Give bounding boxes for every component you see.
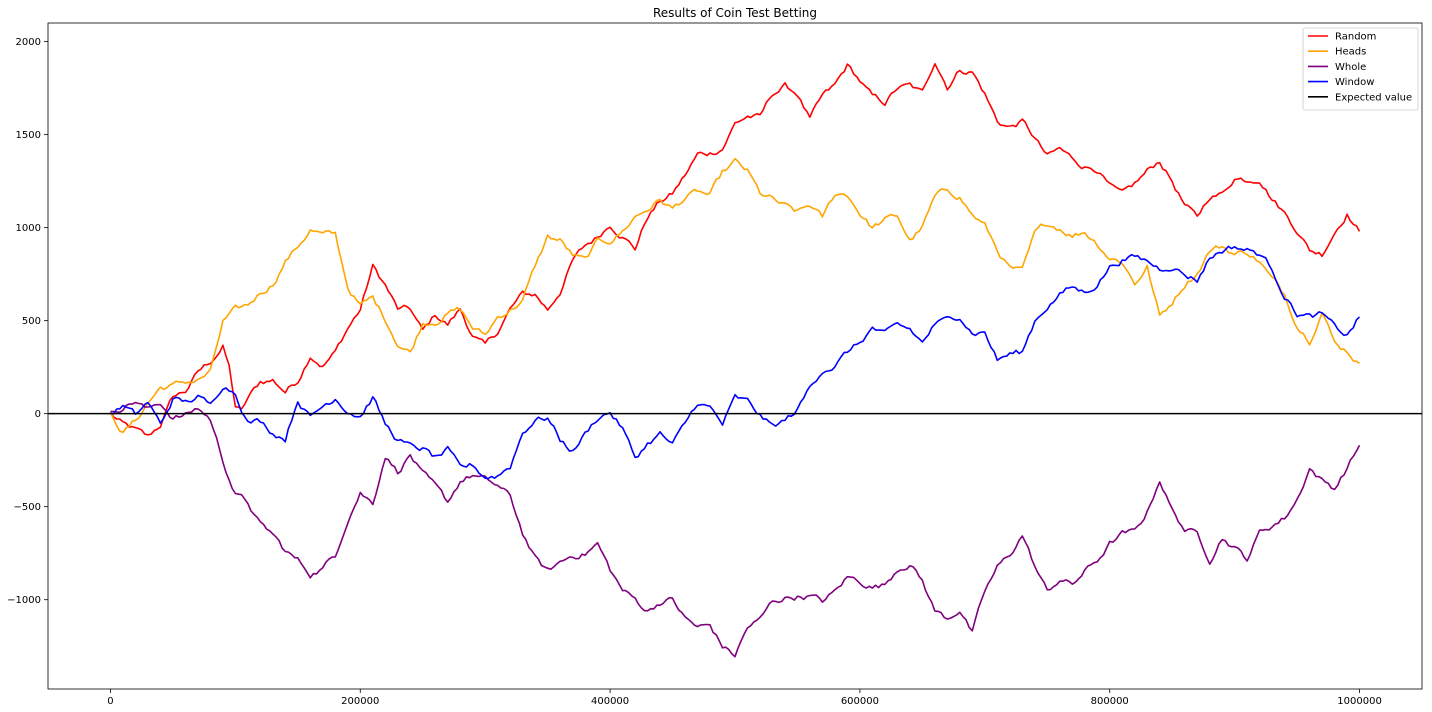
x-tick-label: 400000 [591,696,629,707]
y-tick-label: −500 [14,502,41,513]
plot-area [48,63,1422,658]
x-tick-label: 0 [107,696,113,707]
legend-label: Heads [1335,47,1366,58]
series-line-window [110,245,1361,480]
y-tick-label: 1000 [16,223,41,234]
series-line-random [109,63,1361,436]
x-tick-label: 800000 [1091,696,1129,707]
x-tick-label: 1000000 [1337,696,1382,707]
x-tick-label: 600000 [841,696,879,707]
series-line-heads [109,157,1360,434]
axes-frame [47,22,1423,690]
y-tick-label: 2000 [16,37,41,48]
series-line-whole [110,401,1361,658]
legend-label: Expected value [1335,92,1412,103]
axes: 0 200000 400000 600000 800000 1000000 −1000 −50… [7,22,1423,707]
y-tick-label: 0 [35,409,41,420]
legend: Random Heads Whole Window Expected value [1302,27,1419,111]
legend-label: Whole [1335,62,1366,73]
legend-label: Random [1335,32,1376,43]
chart-title: Results of Coin Test Betting [653,6,817,20]
legend-label: Window [1335,77,1374,88]
x-tick-label: 200000 [341,696,379,707]
y-tick-label: 500 [22,316,41,327]
y-tick-label: 1500 [16,130,41,141]
y-tick-label: −1000 [7,595,41,606]
legend-box [1302,27,1419,111]
